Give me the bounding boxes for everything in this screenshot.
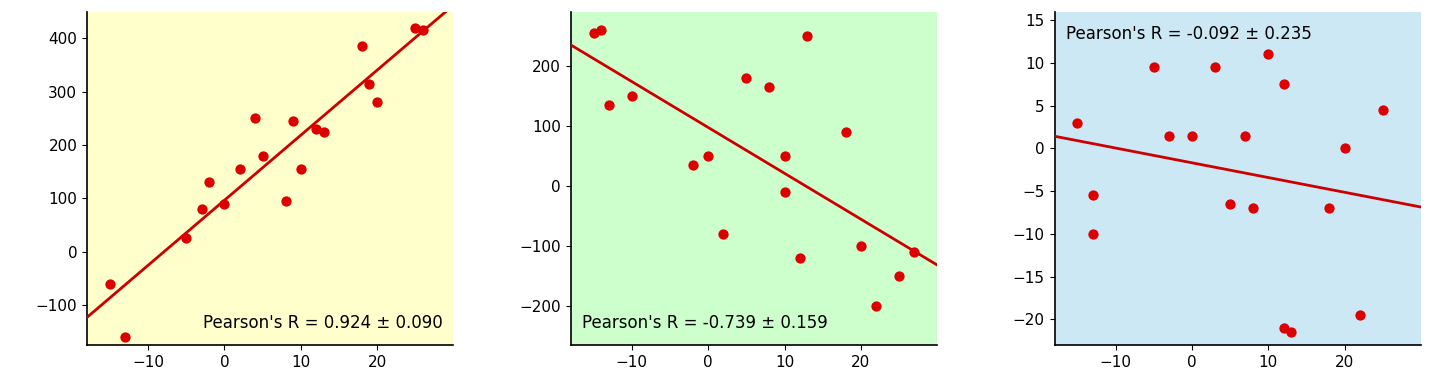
Point: [1204, 64, 1227, 71]
Point: [1272, 81, 1295, 87]
Point: [1180, 132, 1204, 139]
Point: [213, 201, 236, 207]
Point: [1234, 132, 1257, 139]
Point: [887, 273, 911, 279]
Point: [1372, 107, 1395, 113]
Point: [197, 179, 220, 185]
Point: [1279, 329, 1302, 335]
Point: [312, 129, 335, 135]
Point: [228, 166, 251, 172]
Point: [903, 249, 927, 255]
Point: [1143, 64, 1166, 71]
Point: [289, 166, 312, 172]
Text: Pearson's R = 0.924 ± 0.090: Pearson's R = 0.924 ± 0.090: [203, 314, 442, 332]
Point: [682, 162, 705, 168]
Point: [590, 27, 613, 33]
Point: [174, 235, 197, 241]
Point: [365, 99, 389, 105]
Point: [796, 33, 819, 39]
Point: [864, 303, 887, 309]
Point: [412, 27, 435, 34]
Point: [251, 152, 274, 159]
Point: [621, 93, 644, 99]
Point: [403, 25, 426, 31]
Point: [113, 334, 136, 340]
Point: [351, 43, 374, 49]
Point: [1257, 51, 1280, 58]
Point: [304, 126, 328, 132]
Point: [1272, 325, 1295, 331]
Point: [712, 231, 735, 237]
Text: Pearson's R = -0.092 ± 0.235: Pearson's R = -0.092 ± 0.235: [1066, 25, 1311, 43]
Point: [773, 153, 796, 159]
Text: Pearson's R = -0.739 ± 0.159: Pearson's R = -0.739 ± 0.159: [581, 314, 828, 332]
Point: [581, 30, 605, 36]
Point: [190, 206, 213, 212]
Point: [1333, 145, 1356, 152]
Point: [834, 129, 857, 135]
Point: [1082, 231, 1105, 237]
Point: [696, 153, 719, 159]
Point: [274, 198, 297, 204]
Point: [1066, 120, 1089, 126]
Point: [1318, 205, 1341, 211]
Point: [1218, 201, 1241, 207]
Point: [281, 118, 304, 124]
Point: [1082, 192, 1105, 199]
Point: [1241, 205, 1264, 211]
Point: [358, 81, 381, 87]
Point: [99, 281, 122, 287]
Point: [850, 243, 873, 249]
Point: [758, 83, 782, 90]
Point: [597, 102, 621, 108]
Point: [773, 189, 796, 195]
Point: [1348, 312, 1372, 318]
Point: [1157, 132, 1180, 139]
Point: [244, 115, 267, 122]
Point: [789, 255, 812, 261]
Point: [735, 74, 758, 81]
